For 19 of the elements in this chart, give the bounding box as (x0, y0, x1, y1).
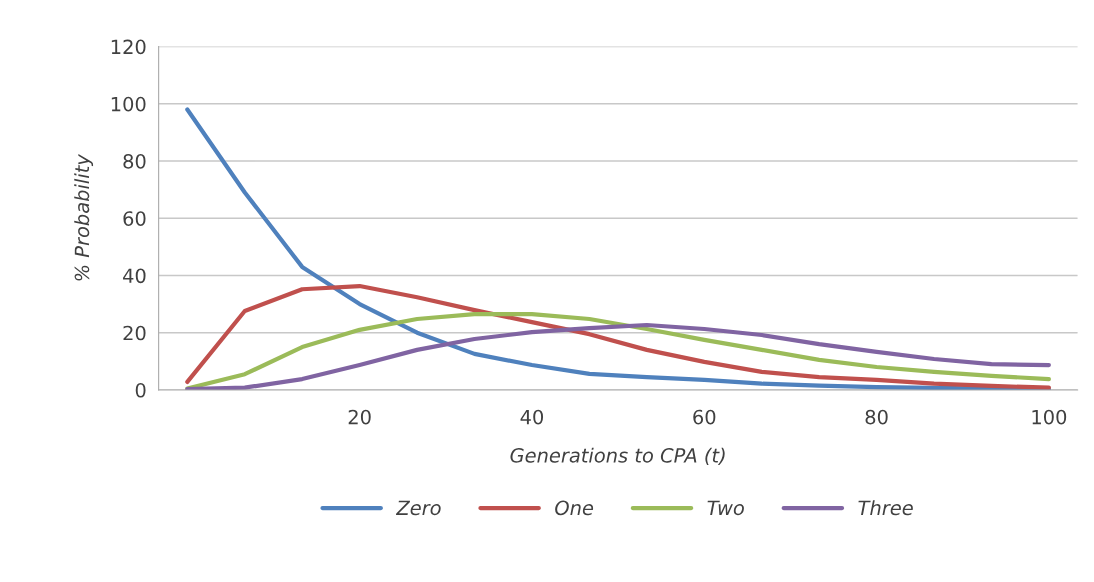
y-tick-label: 80 (123, 153, 146, 169)
y-tick-label: 0 (135, 382, 146, 398)
y-tick-label: 60 (123, 211, 146, 226)
y-tick-label: 100 (111, 96, 146, 112)
y-tick-label: 20 (123, 325, 146, 341)
y-tick-label: 120 (111, 39, 146, 55)
legend-label: One (555, 500, 594, 516)
legend-label: Three (858, 500, 913, 516)
legend-label: Zero (395, 500, 441, 516)
x-tick-label: 80 (865, 409, 888, 425)
x-axis-title: Generations to CPA (t) (510, 447, 725, 465)
y-tick-label: 40 (123, 268, 146, 284)
y-axis-title: % Probability (74, 153, 94, 281)
legend-label: Two (707, 500, 744, 516)
x-tick-label: 20 (348, 409, 371, 425)
line-series (185, 283, 1051, 390)
x-tick-label: 60 (693, 409, 716, 425)
x-tick-label: 100 (1032, 409, 1067, 425)
x-tick-label: 40 (520, 409, 544, 425)
